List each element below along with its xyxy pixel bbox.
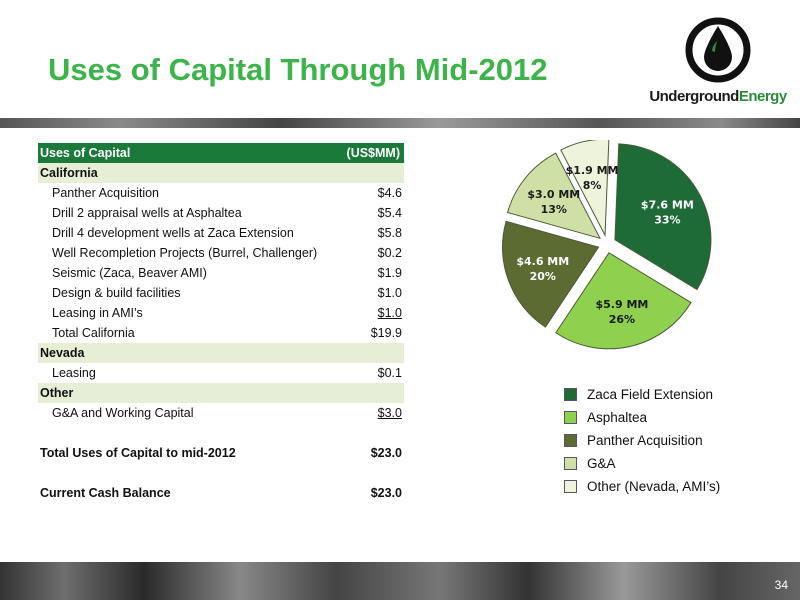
- slice-value-label: $3.0 MM: [527, 188, 580, 201]
- page-number: 34: [774, 578, 788, 592]
- slice-percent-label: 13%: [541, 203, 567, 216]
- legend-swatch: [564, 457, 577, 470]
- pie-slice: [555, 252, 692, 350]
- table-row: Well Recompletion Projects (Burrel, Chal…: [38, 243, 404, 263]
- row-value: $5.4: [377, 206, 402, 220]
- pie-slice: [614, 143, 712, 291]
- table-row: Seismic (Zaca, Beaver AMI) $1.9: [38, 263, 404, 283]
- table-header-label: Uses of Capital: [40, 146, 131, 160]
- footer-rock-band: [0, 562, 800, 600]
- row-label: Other: [40, 386, 74, 400]
- company-logo: UndergroundEnergy: [648, 14, 788, 110]
- slice-value-label: $1.9 MM: [566, 164, 619, 177]
- table-row: Panther Acquisition $4.6: [38, 183, 404, 203]
- table-row: Leasing in AMI’s $1.0: [38, 303, 404, 323]
- logo-wordmark: UndergroundEnergy: [648, 88, 788, 105]
- row-value: $3.0: [377, 406, 402, 420]
- row-value: $0.1: [377, 366, 402, 380]
- legend-swatch: [564, 434, 577, 447]
- table-header-value: (US$MM): [346, 146, 400, 160]
- table-row: G&A and Working Capital $3.0: [38, 403, 404, 423]
- drop-logo-icon: [685, 17, 751, 83]
- row-value: $1.0: [377, 306, 402, 320]
- row-value: $23.0: [370, 486, 402, 500]
- row-label: Panther Acquisition: [52, 186, 160, 200]
- row-label: Total California: [52, 326, 135, 340]
- logo-text-accent: Energy: [738, 88, 787, 105]
- row-label: Drill 4 development wells at Zaca Extens…: [52, 226, 294, 240]
- pie-slice: [502, 220, 600, 328]
- legend-swatch: [564, 411, 577, 424]
- table-row: Drill 4 development wells at Zaca Extens…: [38, 223, 404, 243]
- table-section-row: Other: [38, 383, 404, 403]
- row-value: $1.0: [377, 286, 402, 300]
- slice-value-label: $7.6 MM: [641, 199, 694, 212]
- table-spacer-row: [38, 423, 404, 443]
- capital-pie-chart: $7.6 MM 33% $5.9 MM 26% $4.6 MM 20% $3.0 MM 13%…: [502, 140, 712, 350]
- logo-text-main: Underground: [649, 88, 739, 105]
- row-label: Seismic (Zaca, Beaver AMI): [52, 266, 207, 280]
- slice-percent-label: 8%: [583, 179, 602, 192]
- table-row: Current Cash Balance $23.0: [38, 483, 404, 503]
- row-label: Current Cash Balance: [40, 486, 171, 500]
- row-value: $5.8: [377, 226, 402, 240]
- slice-value-label: $5.9 MM: [595, 298, 648, 311]
- slice-percent-label: 33%: [654, 214, 680, 227]
- legend-label: Other (Nevada, AMI’s): [587, 479, 721, 494]
- legend-label: Zaca Field Extension: [587, 387, 714, 402]
- legend-label: G&A: [587, 456, 616, 471]
- table-row: Design & build facilities $1.0: [38, 283, 404, 303]
- slice-percent-label: 20%: [530, 270, 556, 283]
- table-section-row: Nevada: [38, 343, 404, 363]
- legend-label: Panther Acquisition: [587, 433, 703, 448]
- slice-percent-label: 26%: [609, 313, 635, 326]
- legend-swatch: [564, 480, 577, 493]
- row-value: $1.9: [377, 266, 402, 280]
- row-label: Drill 2 appraisal wells at Asphaltea: [52, 206, 242, 220]
- row-value: $23.0: [370, 446, 402, 460]
- row-label: California: [40, 166, 98, 180]
- row-label: Leasing in AMI’s: [52, 306, 143, 320]
- table-header-row: Uses of Capital (US$MM): [38, 143, 404, 163]
- row-value: $19.9: [370, 326, 402, 340]
- pie-slice: [560, 140, 610, 238]
- table-row: Total California $19.9: [38, 323, 404, 343]
- table-spacer-row: [38, 463, 404, 483]
- uses-of-capital-table: Uses of Capital (US$MM) California Panthe…: [38, 143, 404, 503]
- row-label: Leasing: [52, 366, 96, 380]
- table-section-row: California: [38, 163, 404, 183]
- row-value: $4.6: [377, 186, 402, 200]
- row-label: G&A and Working Capital: [52, 406, 194, 420]
- slice-value-label: $4.6 MM: [516, 255, 569, 268]
- header-rock-band: [0, 118, 800, 128]
- legend-label: Asphaltea: [587, 410, 648, 425]
- row-label: Design & build facilities: [52, 286, 181, 300]
- pie-slice: [506, 152, 601, 240]
- table-row: Leasing $0.1: [38, 363, 404, 383]
- table-row: Drill 2 appraisal wells at Asphaltea $5.4: [38, 203, 404, 223]
- row-value: $0.2: [377, 246, 402, 260]
- row-label: Nevada: [40, 346, 85, 360]
- slide-title: Uses of Capital Through Mid-2012: [48, 52, 548, 87]
- table-row: Total Uses of Capital to mid-2012 $23.0: [38, 443, 404, 463]
- legend-swatch: [564, 388, 577, 401]
- row-label: Well Recompletion Projects (Burrel, Chal…: [52, 246, 318, 260]
- row-label: Total Uses of Capital to mid-2012: [40, 446, 236, 460]
- table-body: California Panther Acquisition $4.6 Drill 2…: [38, 163, 404, 503]
